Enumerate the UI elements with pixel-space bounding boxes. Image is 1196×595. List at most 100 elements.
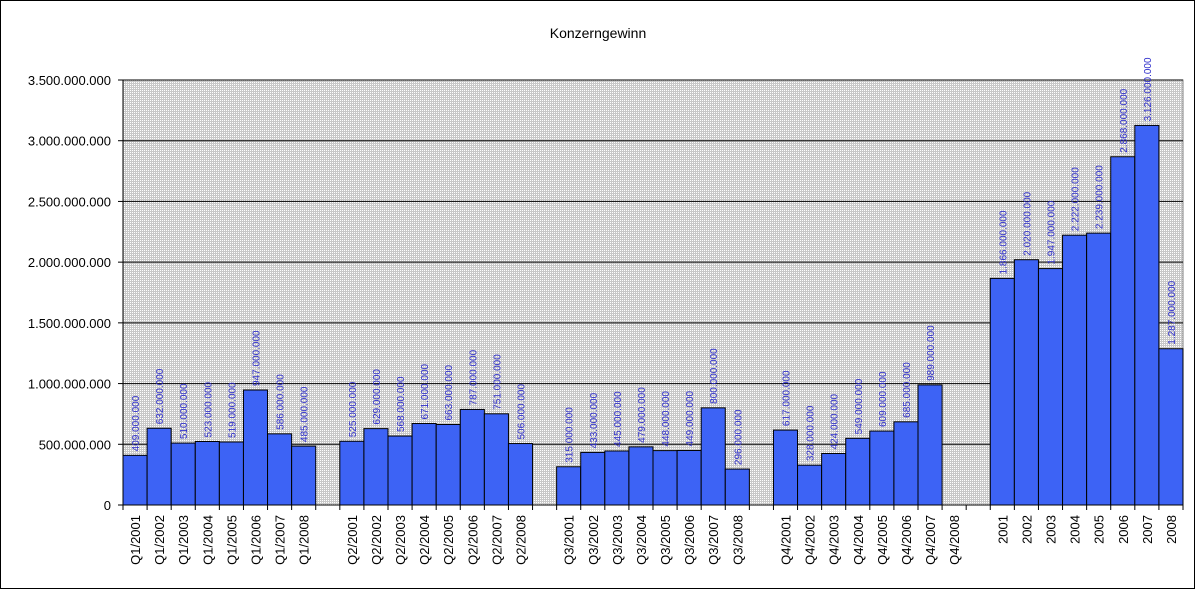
bar: [1134, 124, 1160, 506]
x-tick-label: 2003: [1044, 515, 1059, 544]
x-tick-label: Q1/2003: [176, 515, 191, 565]
data-labels: 409.000.000 632.000.000 510.000.000 523.000…: [131, 57, 1178, 465]
x-tick-label: Q4/2006: [899, 515, 914, 565]
bar: [291, 445, 317, 506]
data-label: 671.000.000: [420, 363, 431, 419]
bar: [483, 413, 509, 506]
x-tick-label: 2004: [1068, 515, 1083, 544]
x-tick-label: Q4/2001: [779, 515, 794, 565]
y-tick-label: 3.000.000.000: [28, 134, 111, 149]
data-label: 568.000.000: [396, 376, 407, 432]
data-label: 328.000.000: [806, 405, 817, 461]
bar: [676, 449, 702, 506]
bar: [435, 423, 461, 506]
data-label: 296.000.000: [733, 409, 744, 465]
x-tick-label: 2005: [1092, 515, 1107, 544]
bar: [267, 433, 293, 506]
x-tick-label: Q3/2002: [586, 515, 601, 565]
bar: [1110, 156, 1136, 506]
x-tick-label: 2008: [1164, 515, 1179, 544]
bar: [556, 466, 582, 506]
data-label: 479.000.000: [637, 387, 648, 443]
x-tick-label: 2007: [1140, 515, 1155, 544]
x-tick-label: Q2/2001: [345, 515, 360, 565]
bar: [1158, 348, 1184, 506]
x-tick-label: Q2/2002: [369, 515, 384, 565]
chart-title: Konzerngewinn: [550, 25, 647, 41]
data-label: 510.000.000: [179, 383, 190, 439]
bar: [580, 451, 606, 506]
x-tick-label: Q2/2004: [417, 515, 432, 565]
bar: [1013, 259, 1039, 506]
data-label: 523.000.000: [203, 381, 214, 437]
x-tick-label: Q1/2004: [200, 515, 215, 565]
bar: [772, 429, 799, 506]
bar: [242, 389, 269, 506]
x-tick-label: Q4/2003: [827, 515, 842, 565]
x-tick-label: Q3/2005: [658, 515, 673, 565]
x-tick-label: Q2/2007: [489, 515, 504, 565]
x-tick-label: 2001: [995, 515, 1010, 544]
data-label: 2.239.000.000: [1095, 165, 1106, 229]
data-label: 433.000.000: [589, 392, 600, 448]
bar: [1037, 268, 1064, 506]
x-tick-label: Q4/2005: [875, 515, 890, 565]
x-tick-label: Q3/2003: [610, 515, 625, 565]
bar: [1062, 234, 1088, 506]
y-tick-label: 1.500.000.000: [28, 316, 111, 331]
y-tick-label: 3.500.000.000: [28, 73, 111, 88]
data-label: 617.000.000: [782, 370, 793, 426]
bar: [459, 408, 485, 506]
x-tick-label: Q4/2007: [923, 515, 938, 565]
data-label: 506.000.000: [517, 384, 528, 440]
data-label: 989.000.000: [926, 325, 937, 381]
x-tick-label: Q1/2006: [249, 515, 264, 565]
data-label: 424.000.000: [830, 393, 841, 449]
data-label: 2.222.000.000: [1071, 167, 1082, 231]
bar: [893, 421, 919, 506]
y-tick-label: 500.000.000: [39, 437, 111, 452]
bar: [797, 464, 823, 506]
x-tick-label: 2006: [1116, 515, 1131, 544]
data-label: 586.000.000: [276, 374, 287, 430]
data-label: 947.000.000: [252, 330, 263, 386]
data-label: 485.000.000: [300, 386, 311, 442]
y-tick-label: 2.500.000.000: [28, 194, 111, 209]
x-tick-label: 2002: [1019, 515, 1034, 544]
bar: [194, 440, 220, 506]
bar: [411, 423, 437, 506]
data-label: 1.947.000.000: [1047, 200, 1058, 264]
bar: [507, 443, 534, 506]
data-label: 315.000.000: [565, 407, 576, 463]
x-tick-label: Q2/2003: [393, 515, 408, 565]
x-tick-label: Q2/2008: [514, 515, 529, 565]
x-tick-label: Q1/2008: [297, 515, 312, 565]
data-label: 449.000.000: [685, 390, 696, 446]
x-tick-label: Q1/2001: [128, 515, 143, 565]
bar: [917, 384, 943, 506]
data-label: 3.126.000.000: [1143, 57, 1154, 121]
x-axis: Q1/2001 Q1/2002 Q1/2003 Q1/2004 Q1/2005 Q1/20…: [122, 504, 1184, 565]
x-tick-label: Q4/2002: [803, 515, 818, 565]
data-label: 409.000.000: [131, 395, 142, 451]
data-label: 525.000.000: [348, 381, 359, 437]
bar: [652, 450, 678, 506]
bar: [845, 437, 871, 506]
bar: [628, 446, 654, 506]
data-label: 1.866.000.000: [998, 210, 1009, 274]
bar: [122, 454, 148, 506]
data-label: 751.000.000: [492, 354, 503, 410]
bar: [170, 442, 196, 506]
data-label: 445.000.000: [613, 391, 624, 447]
data-label: 2.868.000.000: [1119, 88, 1130, 152]
bar: [700, 407, 726, 506]
y-tick-label: 1.000.000.000: [28, 377, 111, 392]
y-tick-label: 0: [104, 498, 111, 513]
data-label: 787.000.000: [468, 349, 479, 405]
y-tick-label: 2.000.000.000: [28, 255, 111, 270]
bar: [1086, 232, 1112, 506]
data-label: 629.000.000: [372, 369, 383, 425]
x-tick-label: Q2/2005: [441, 515, 456, 565]
